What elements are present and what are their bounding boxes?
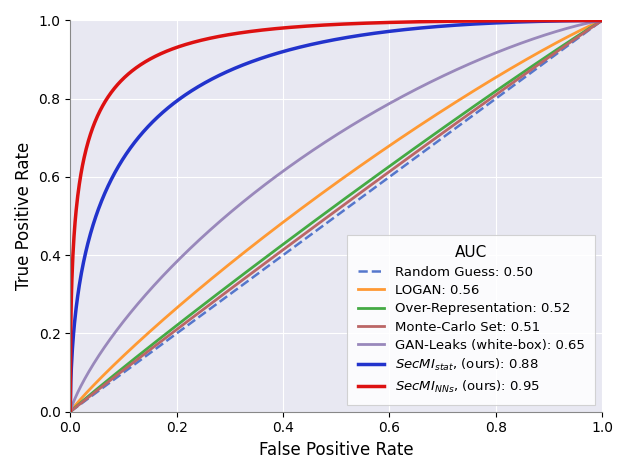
Legend: Random Guess: 0.50, LOGAN: 0.56, Over-Representation: 0.52, Monte-Carlo Set: 0.5: Random Guess: 0.50, LOGAN: 0.56, Over-Re… [347,235,595,405]
X-axis label: False Positive Rate: False Positive Rate [259,441,413,459]
Y-axis label: True Positive Rate: True Positive Rate [15,142,33,290]
